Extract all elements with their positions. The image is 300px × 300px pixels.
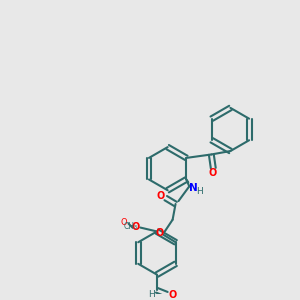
Text: O: O — [120, 218, 127, 227]
Text: H: H — [148, 290, 154, 299]
Text: H: H — [196, 187, 202, 196]
Text: O: O — [208, 168, 216, 178]
Text: CH₃: CH₃ — [124, 222, 138, 231]
Text: O: O — [157, 191, 165, 201]
Text: O: O — [131, 222, 140, 232]
Text: N: N — [189, 183, 198, 193]
Text: O: O — [156, 228, 164, 239]
Text: O: O — [169, 290, 177, 300]
